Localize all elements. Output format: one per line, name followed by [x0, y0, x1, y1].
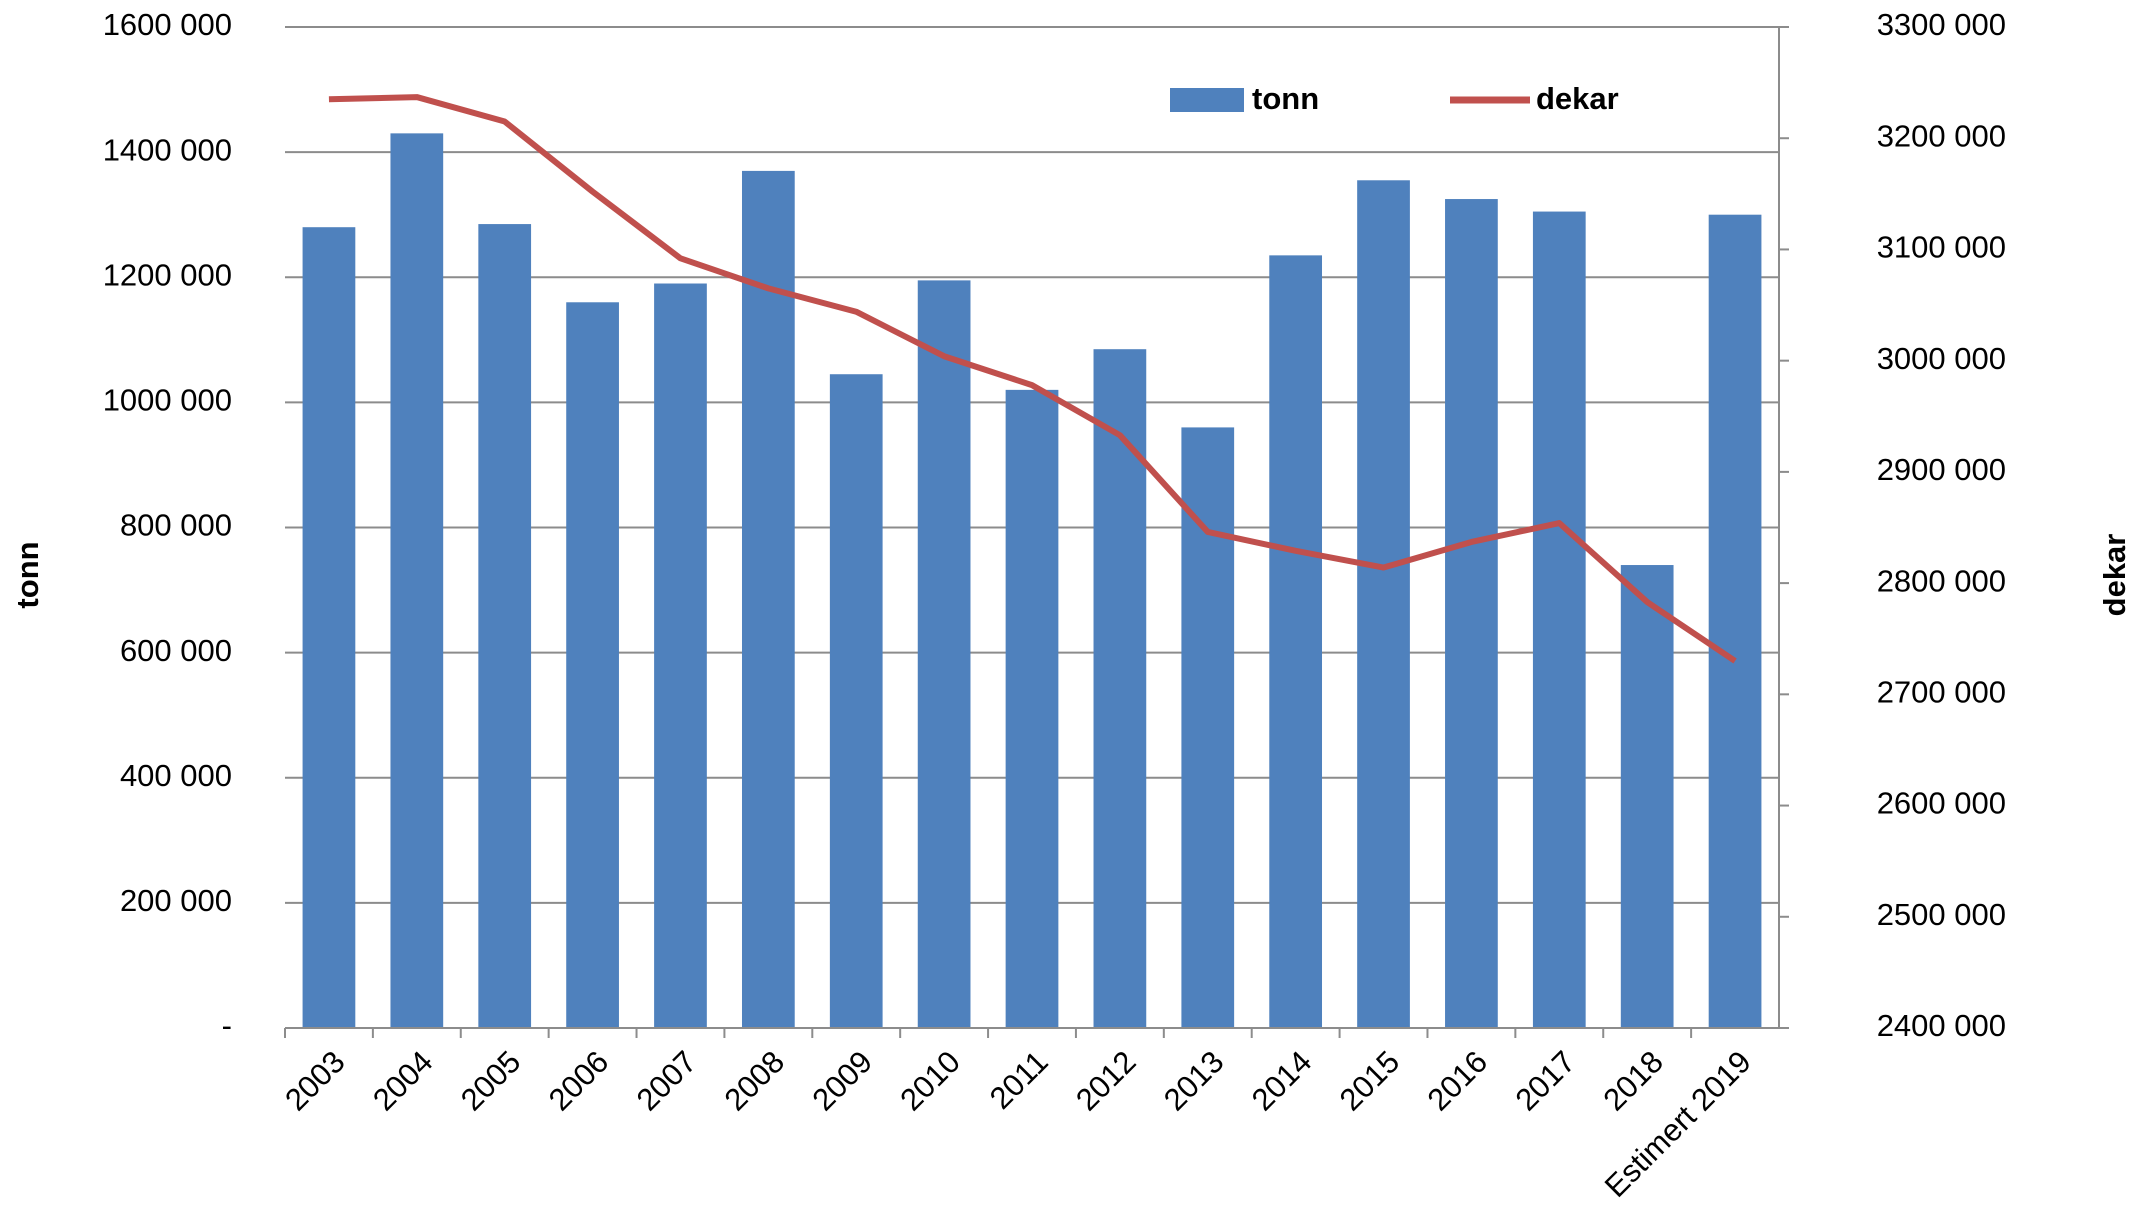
y-tick-label: 800 000 — [120, 508, 232, 543]
bar — [478, 224, 532, 1028]
y2-tick-label: 2500 000 — [1877, 897, 2006, 932]
bar — [1269, 255, 1323, 1028]
y-tick-label: 1600 000 — [103, 7, 232, 42]
x-tick-label: 2017 — [1509, 1044, 1583, 1118]
bar — [566, 302, 619, 1028]
x-tick-label: 2009 — [805, 1044, 879, 1118]
y2-tick-label: 3300 000 — [1877, 7, 2006, 42]
bar — [390, 133, 444, 1028]
y-tick-label: 1200 000 — [103, 257, 232, 292]
y2-tick-label: 2600 000 — [1877, 786, 2006, 821]
y-tick-label: 600 000 — [120, 633, 232, 668]
y-tick-label: 200 000 — [120, 883, 232, 918]
x-tick-label: 2013 — [1157, 1044, 1231, 1118]
bar — [741, 170, 795, 1029]
y2-tick-label: 2700 000 — [1877, 675, 2006, 710]
bar — [1620, 565, 1674, 1028]
x-tick-label: 2011 — [983, 1044, 1055, 1116]
legend-label: tonn — [1252, 81, 1319, 116]
bar — [1357, 180, 1410, 1028]
y2-tick-label: 3100 000 — [1877, 230, 2006, 265]
y-tick-label: 400 000 — [120, 758, 232, 793]
x-tick-label: 2014 — [1245, 1044, 1319, 1118]
y2-tick-label: 2800 000 — [1877, 563, 2006, 598]
x-tick-label: 2012 — [1069, 1044, 1143, 1118]
x-tick-label: 2006 — [542, 1044, 616, 1118]
y-tick-label: 1000 000 — [103, 383, 232, 418]
bar — [302, 227, 356, 1028]
bar — [1005, 389, 1059, 1028]
legend-swatch — [1170, 88, 1244, 112]
x-tick-label: 2004 — [366, 1044, 440, 1118]
bar — [654, 283, 707, 1029]
y-tick-label: - — [222, 1008, 232, 1043]
bar — [1181, 427, 1235, 1028]
y-axis-title: tonn — [10, 541, 45, 608]
y2-tick-label: 3200 000 — [1877, 118, 2006, 153]
bar — [829, 374, 883, 1028]
legend-label: dekar — [1536, 81, 1619, 116]
line — [328, 94, 1737, 664]
x-tick-label: 2007 — [630, 1044, 704, 1118]
x-tick-label: 2010 — [893, 1044, 967, 1118]
bar — [1093, 349, 1147, 1028]
bar — [1445, 199, 1498, 1028]
x-tick-label: 2005 — [454, 1044, 528, 1118]
x-tick-label: 2008 — [718, 1044, 792, 1118]
y2-tick-label: 2400 000 — [1877, 1008, 2006, 1043]
y2-axis-title: dekar — [2097, 534, 2132, 617]
bar — [917, 280, 971, 1028]
bar — [1708, 214, 1762, 1028]
x-tick-label: 2003 — [278, 1044, 352, 1118]
x-tick-label: 2018 — [1596, 1044, 1670, 1118]
y2-tick-label: 2900 000 — [1877, 452, 2006, 487]
bar — [1532, 211, 1586, 1028]
y-tick-label: 1400 000 — [103, 132, 232, 167]
y2-tick-label: 3000 000 — [1877, 341, 2006, 376]
x-tick-label: 2016 — [1421, 1044, 1495, 1118]
x-tick-label: 2015 — [1333, 1044, 1407, 1118]
